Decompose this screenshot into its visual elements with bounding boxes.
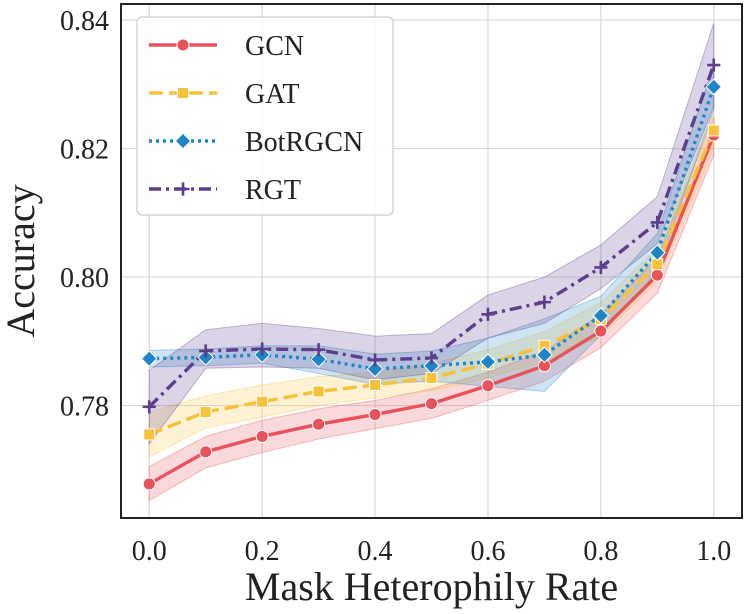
data-point: [594, 324, 608, 338]
data-point: [705, 78, 723, 96]
data-point: [648, 244, 666, 262]
data-point: [368, 353, 382, 367]
legend-label: RGT: [245, 175, 301, 206]
x-tick-label: 0.8: [583, 536, 618, 567]
data-point: [366, 360, 384, 378]
legend-box: [136, 16, 394, 216]
data-point: [310, 350, 327, 368]
data-point: [707, 124, 720, 137]
data-point: [140, 350, 158, 368]
data-point: [650, 215, 664, 230]
data-point: [312, 417, 326, 431]
data-point: [142, 400, 156, 414]
data-point: [176, 182, 190, 196]
data-point: [369, 379, 382, 392]
data-point: [481, 379, 495, 393]
data-point: [312, 385, 325, 398]
plot-frame: [120, 3, 743, 519]
band-gat: [148, 113, 715, 458]
data-point: [594, 260, 608, 275]
y-axis-ticks: 0.78 0.80 0.82 0.84: [60, 6, 109, 423]
x-tick-label: 0.0: [132, 536, 167, 567]
data-point: [311, 343, 326, 357]
data-point: [255, 342, 269, 356]
data-point: [177, 87, 189, 99]
data-point: [424, 351, 439, 365]
data-point: [368, 408, 382, 422]
legend-label: GCN: [245, 31, 304, 62]
y-tick-label: 0.84: [60, 6, 109, 37]
y-tick-label: 0.82: [60, 135, 109, 166]
data-point: [142, 477, 156, 491]
data-point: [255, 429, 269, 443]
data-point: [536, 346, 553, 364]
confidence-bands: [148, 23, 715, 502]
data-point: [199, 405, 212, 418]
data-point: [537, 295, 552, 309]
data-point: [423, 357, 440, 375]
data-point: [176, 38, 190, 52]
data-point: [199, 344, 213, 358]
band-gcn: [148, 116, 715, 502]
data-point: [199, 445, 213, 459]
x-tick-label: 1.0: [696, 536, 731, 567]
x-tick-label: 0.2: [245, 536, 280, 567]
y-tick-label: 0.80: [60, 263, 109, 294]
y-tick-label: 0.78: [60, 392, 109, 423]
band-botrgcn: [148, 64, 715, 392]
data-point: [174, 132, 192, 150]
data-point: [592, 307, 610, 325]
data-point: [479, 353, 497, 371]
legend-item-botrgcn: BotRGCN: [149, 127, 363, 158]
data-point: [424, 397, 439, 411]
series-markers: [140, 58, 723, 491]
x-tick-label: 0.6: [470, 536, 505, 567]
legend-item-gcn: GCN: [149, 31, 304, 62]
legend: GCN GAT BotRGCN RGT: [136, 16, 394, 216]
legend-item-rgt: RGT: [149, 175, 301, 206]
band-rgt: [148, 23, 715, 446]
y-axis-label: Accuracy: [0, 184, 43, 337]
data-point: [256, 395, 269, 408]
legend-label: GAT: [245, 79, 299, 110]
data-point: [481, 307, 495, 321]
data-point: [143, 428, 156, 441]
legend-label: BotRGCN: [245, 127, 363, 158]
x-axis-ticks: 0.0 0.2 0.4 0.6 0.8 1.0: [132, 536, 732, 567]
x-tick-label: 0.4: [358, 536, 393, 567]
data-point: [707, 58, 721, 72]
legend-item-gat: GAT: [149, 79, 299, 110]
x-axis-label: Mask Heterophily Rate: [245, 564, 618, 609]
data-point: [650, 268, 664, 282]
